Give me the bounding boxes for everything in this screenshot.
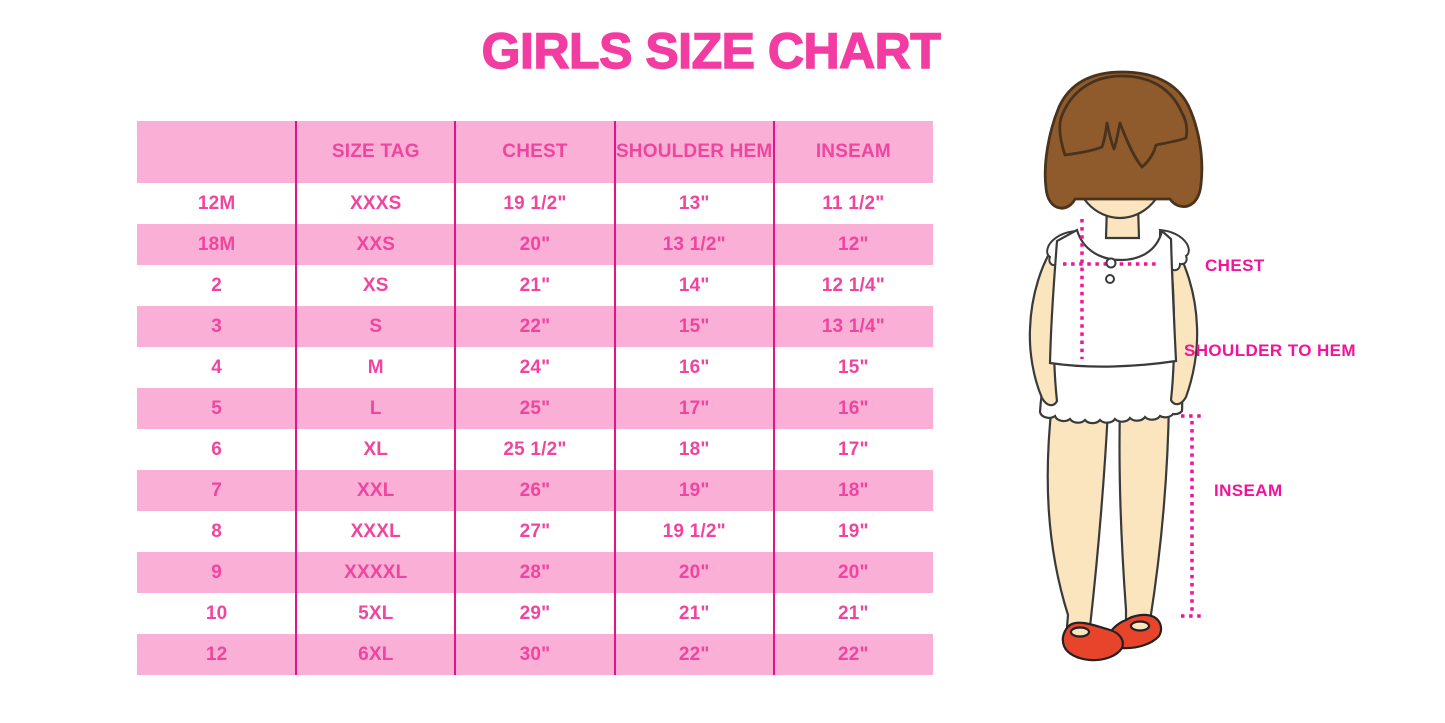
column-header-chest: CHEST (502, 141, 568, 162)
size-table-body: 12M XXXS 19 1/2" 13" 11 1/2" 18M XXS 20"… (137, 183, 933, 675)
size-tag-cell: 6XL (358, 643, 394, 665)
shoulder-hem-cell: 18" (678, 438, 710, 460)
size-cell: 8 (211, 520, 222, 542)
table-row: 2 XS 21" 14" 12 1/4" (137, 265, 933, 306)
size-tag-cell: S (369, 315, 383, 337)
table-row: 4 M 24" 16" 15" (137, 347, 933, 388)
inseam-cell: 19" (838, 520, 869, 542)
size-tag-cell: XL (363, 438, 389, 460)
table-row: 7 XXL 26" 19" 18" (137, 470, 933, 511)
sleeveless-top (1048, 228, 1178, 368)
size-cell: 9 (211, 561, 222, 583)
shoulder-hem-cell: 15" (678, 315, 710, 337)
chest-cell: 25" (519, 397, 551, 419)
girls-size-table: SIZE TAG CHEST SHOULDER HEM INSEAM 12M X… (137, 121, 933, 675)
inseam-cell: 18" (838, 479, 869, 501)
column-separator (295, 121, 297, 675)
chest-cell: 22" (519, 315, 551, 337)
table-row: 5 L 25" 17" 16" (137, 388, 933, 429)
size-tag-cell: L (369, 397, 382, 419)
inseam-cell: 11 1/2" (822, 192, 885, 214)
shoulder-hem-cell: 14" (678, 274, 710, 296)
chest-cell: 21" (519, 274, 551, 296)
inseam-cell: 22" (838, 643, 869, 665)
inseam-cell: 13 1/4" (821, 315, 885, 337)
table-row: 18M XXS 20" 13 1/2" 12" (137, 224, 933, 265)
size-cell: 3 (211, 315, 222, 337)
inseam-label: INSEAM (1214, 481, 1283, 500)
size-cell: 12 (205, 643, 228, 665)
inseam-cell: 17" (838, 438, 869, 460)
chest-cell: 20" (519, 233, 551, 255)
size-tag-cell: XXXS (350, 192, 402, 214)
column-separator (614, 121, 616, 675)
hair-bangs (1058, 74, 1189, 169)
measurement-lines (1063, 219, 1204, 618)
size-tag-cell: XXXXL (344, 561, 408, 583)
inseam-cell: 20" (838, 561, 869, 583)
chest-cell: 26" (519, 479, 551, 501)
chest-label: CHEST (1205, 256, 1265, 275)
shoulder-to-hem-label: SHOULDER TO HEM (1184, 341, 1356, 360)
inseam-cell: 15" (838, 356, 869, 378)
table-row: 6 XL 25 1/2" 18" 17" (137, 429, 933, 470)
shoulder-hem-cell: 20" (678, 561, 710, 583)
size-cell: 4 (211, 356, 222, 378)
shoulder-hem-cell: 19" (678, 479, 710, 501)
size-cell: 18M (197, 233, 236, 255)
chest-cell: 27" (519, 520, 551, 542)
size-cell: 10 (205, 602, 228, 624)
legs (1046, 398, 1171, 634)
size-tag-cell: M (367, 356, 384, 378)
size-cell: 12M (197, 192, 236, 214)
size-tag-cell: XXL (357, 479, 395, 501)
column-header-shoulder-hem: SHOULDER HEM (615, 141, 773, 162)
mary-jane-shoes (1061, 613, 1163, 662)
table-row: 9 XXXXL 28" 20" 20" (137, 552, 933, 593)
shoulder-hem-cell: 13 1/2" (662, 233, 726, 255)
shoulder-hem-cell: 19 1/2" (662, 520, 726, 542)
column-header-inseam: INSEAM (815, 141, 891, 162)
shoulder-hem-cell: 16" (678, 356, 710, 378)
shoulder-hem-cell: 17" (678, 397, 710, 419)
table-row: 12M XXXS 19 1/2" 13" 11 1/2" (137, 183, 933, 224)
size-tag-cell: XXXL (350, 520, 401, 542)
table-header-row: SIZE TAG CHEST SHOULDER HEM INSEAM (137, 121, 933, 183)
chest-cell: 28" (519, 561, 551, 583)
column-header-size-tag: SIZE TAG (331, 141, 420, 162)
table-row: 3 S 22" 15" 13 1/4" (137, 306, 933, 347)
shoulder-hem-cell: 13" (678, 192, 710, 214)
column-separator (773, 121, 775, 675)
table-row: 8 XXXL 27" 19 1/2" 19" (137, 511, 933, 552)
size-tag-cell: XS (362, 274, 389, 296)
size-cell: 5 (211, 397, 222, 419)
inseam-cell: 12 1/4" (821, 274, 885, 296)
size-tag-cell: 5XL (358, 602, 394, 624)
chest-cell: 30" (519, 643, 551, 665)
size-cell: 7 (211, 479, 222, 501)
page-title: GIRLS SIZE CHART (481, 22, 942, 79)
inseam-cell: 12" (838, 233, 869, 255)
chest-cell: 19 1/2" (503, 192, 567, 214)
size-cell: 6 (211, 438, 222, 460)
chest-cell: 24" (519, 356, 551, 378)
girl-figure-illustration (1028, 70, 1204, 662)
column-separator (454, 121, 456, 675)
chest-cell: 25 1/2" (503, 438, 567, 460)
shoulder-hem-cell: 21" (678, 602, 710, 624)
skirt (1038, 359, 1184, 425)
table-row: 12 6XL 30" 22" 22" (137, 634, 933, 675)
inseam-cell: 16" (838, 397, 869, 419)
chest-cell: 29" (519, 602, 551, 624)
size-tag-cell: XXS (356, 233, 396, 255)
shoulder-hem-cell: 22" (678, 643, 710, 665)
inseam-cell: 21" (838, 602, 869, 624)
table-row: 10 5XL 29" 21" 21" (137, 593, 933, 634)
column-header-size (137, 121, 296, 183)
size-cell: 2 (211, 274, 222, 296)
buttons (1105, 257, 1117, 284)
